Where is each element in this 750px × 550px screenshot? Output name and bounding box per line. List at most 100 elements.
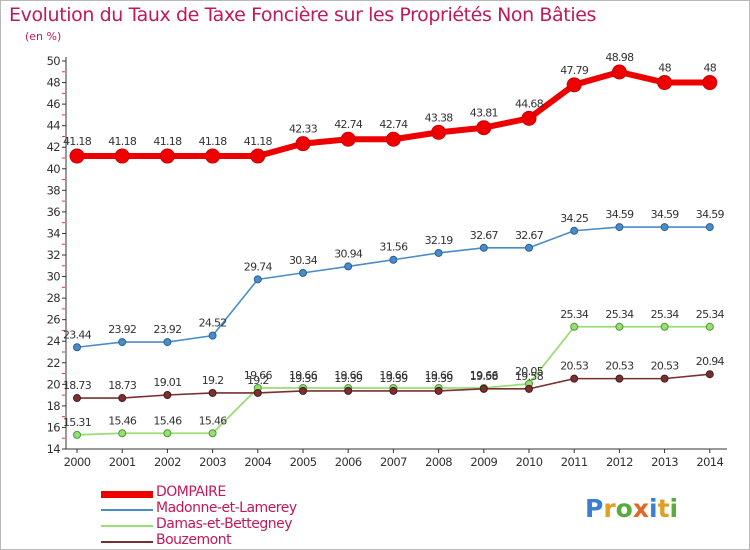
data-point-dompaire: [476, 120, 492, 136]
y-tick-label: 14: [47, 442, 61, 456]
legend-swatch: [101, 541, 153, 543]
data-label-madonne-et-lamerey: 32.67: [470, 229, 499, 242]
data-point-damas-et-bettegney: [208, 429, 217, 438]
data-label-dompaire: 41.18: [199, 135, 228, 148]
data-label-dompaire: 41.18: [153, 135, 182, 148]
chart-title: Evolution du Taux de Taxe Foncière sur l…: [9, 4, 597, 26]
data-point-bouzemont: [163, 391, 172, 400]
data-label-damas-et-bettegney: 15.46: [108, 414, 137, 427]
data-label-bouzemont: 20.53: [560, 360, 589, 373]
data-label-dompaire: 47.79: [560, 64, 589, 77]
legend-swatch: [101, 491, 153, 498]
brand-logo-letter: o: [615, 494, 633, 523]
data-point-madonne-et-lamerey: [525, 243, 533, 252]
y-tick-label: 22: [47, 356, 61, 370]
data-label-damas-et-bettegney: 19.66: [289, 369, 318, 382]
data-point-dompaire: [159, 148, 175, 164]
data-label-madonne-et-lamerey: 30.94: [334, 247, 363, 260]
y-tick-label: 36: [47, 205, 61, 219]
y-tick-label: 26: [47, 313, 61, 327]
brand-logo-letter: P: [585, 494, 604, 523]
x-tick-label: 2001: [109, 455, 136, 469]
y-tick-label: 28: [47, 291, 61, 305]
data-point-dompaire: [657, 75, 673, 91]
data-point-dompaire: [250, 148, 266, 164]
data-label-bouzemont: 19.58: [515, 370, 544, 383]
x-tick-label: 2013: [651, 455, 678, 469]
data-label-damas-et-bettegney: 25.34: [605, 308, 634, 321]
x-tick-label: 2002: [154, 455, 181, 469]
data-point-madonne-et-lamerey: [253, 275, 262, 284]
data-point-bouzemont: [118, 394, 127, 403]
data-point-bouzemont: [434, 386, 443, 395]
y-tick-label: 18: [47, 399, 61, 413]
data-point-madonne-et-lamerey: [118, 338, 127, 347]
y-tick-label: 42: [47, 140, 61, 154]
legend-label: Madonne-et-Lamerey: [156, 500, 297, 516]
data-point-dompaire: [702, 75, 718, 91]
data-point-dompaire: [521, 110, 537, 126]
data-label-bouzemont: 20.53: [651, 360, 680, 373]
data-label-dompaire: 41.18: [108, 135, 137, 148]
data-point-bouzemont: [705, 370, 714, 379]
data-point-dompaire: [385, 131, 401, 147]
data-label-bouzemont: 18.73: [108, 379, 137, 392]
data-label-madonne-et-lamerey: 23.44: [63, 328, 92, 341]
data-label-damas-et-bettegney: 15.46: [153, 414, 182, 427]
data-label-damas-et-bettegney: 19.66: [244, 369, 273, 382]
x-tick-label: 2007: [380, 455, 407, 469]
data-point-bouzemont: [660, 374, 669, 383]
data-label-bouzemont: 19.01: [153, 376, 181, 389]
data-label-damas-et-bettegney: 19.66: [470, 369, 499, 382]
data-point-madonne-et-lamerey: [660, 223, 669, 232]
x-tick-label: 2006: [335, 455, 362, 469]
data-point-damas-et-bettegney: [163, 429, 172, 438]
x-tick-label: 2005: [290, 455, 317, 469]
data-point-dompaire: [566, 77, 582, 93]
data-point-bouzemont: [299, 386, 307, 395]
x-tick-label: 2011: [561, 455, 588, 469]
data-label-dompaire: 48: [658, 62, 671, 75]
data-label-damas-et-bettegney: 20.05: [515, 365, 544, 378]
brand-logo-letter: x: [632, 494, 649, 523]
data-point-dompaire: [295, 136, 311, 152]
data-label-madonne-et-lamerey: 29.74: [244, 260, 273, 273]
data-point-madonne-et-lamerey: [434, 248, 443, 257]
data-point-damas-et-bettegney: [615, 322, 624, 331]
legend-label: DOMPAIRE: [156, 484, 226, 500]
data-label-madonne-et-lamerey: 24.52: [199, 317, 227, 330]
brand-logo-letter: t: [657, 494, 670, 523]
data-point-bouzemont: [389, 386, 398, 395]
y-tick-label: 32: [47, 248, 61, 262]
legend-swatch: [101, 525, 153, 527]
data-label-bouzemont: 20.53: [605, 360, 634, 373]
data-label-bouzemont: 19.39: [425, 372, 454, 385]
data-point-bouzemont: [208, 388, 217, 397]
data-label-damas-et-bettegney: 25.34: [696, 308, 725, 321]
x-tick-label: 2004: [244, 455, 271, 469]
data-label-damas-et-bettegney: 19.66: [379, 369, 408, 382]
data-label-dompaire: 41.18: [63, 135, 92, 148]
data-point-dompaire: [69, 148, 85, 164]
data-label-dompaire: 42.33: [289, 123, 318, 136]
data-point-bouzemont: [615, 374, 624, 383]
y-tick-label: 46: [47, 97, 61, 111]
data-point-bouzemont: [253, 388, 262, 397]
data-label-damas-et-bettegney: 25.34: [560, 308, 589, 321]
y-tick-label: 34: [47, 226, 61, 240]
x-tick-label: 2014: [696, 455, 723, 469]
data-point-damas-et-bettegney: [660, 322, 669, 331]
data-point-dompaire: [431, 124, 447, 140]
data-label-madonne-et-lamerey: 23.92: [153, 323, 181, 336]
y-tick-label: 50: [47, 54, 61, 68]
legend-swatch: [101, 509, 153, 511]
data-label-bouzemont: 19.39: [334, 372, 363, 385]
y-tick-label: 24: [47, 334, 61, 348]
data-point-dompaire: [340, 131, 356, 147]
data-point-damas-et-bettegney: [118, 429, 127, 438]
data-label-bouzemont: 18.73: [63, 379, 92, 392]
data-label-dompaire: 43.81: [470, 107, 498, 120]
data-label-damas-et-bettegney: 15.31: [63, 416, 91, 429]
